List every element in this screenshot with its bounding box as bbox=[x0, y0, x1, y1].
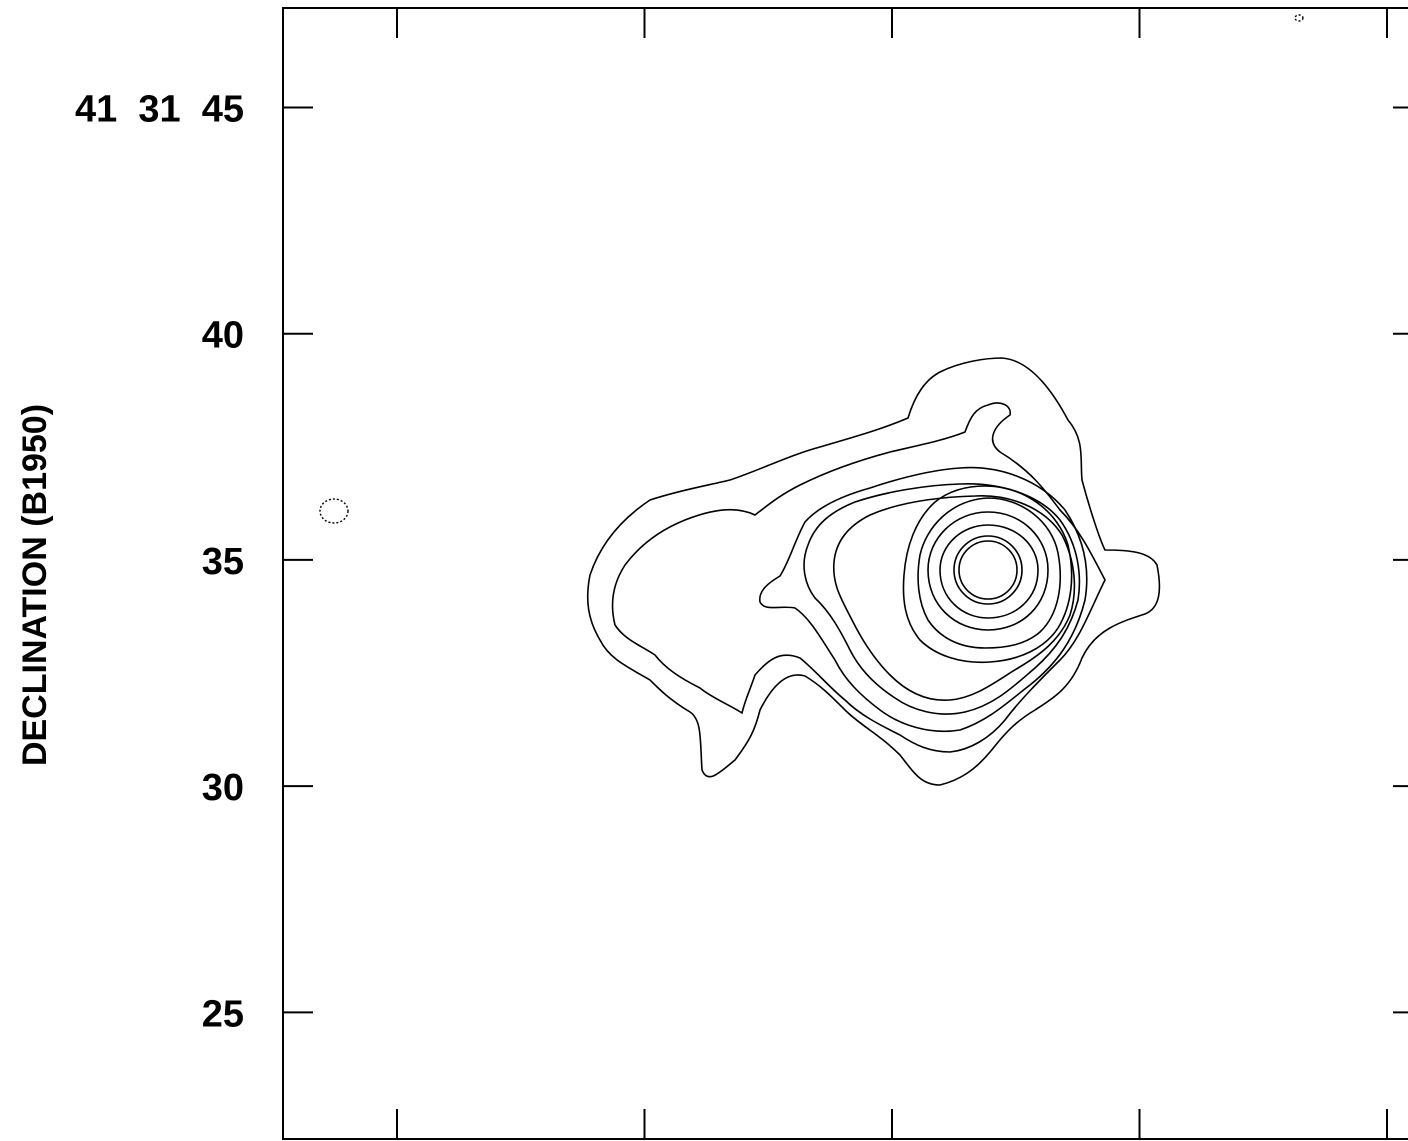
y-tick-label-4: 25 bbox=[202, 993, 244, 1035]
negative-contour-west bbox=[319, 498, 349, 524]
contour-level-10 bbox=[953, 535, 1023, 605]
contour-level-5 bbox=[832, 495, 1076, 701]
contour-level-7 bbox=[917, 497, 1061, 649]
plot-frame bbox=[282, 7, 1408, 1140]
contour-map bbox=[319, 14, 1304, 786]
y-tick-label-3: 30 bbox=[202, 767, 244, 809]
y-axis-title: DECLINATION (B1950) bbox=[16, 404, 54, 766]
contour-level-6 bbox=[902, 485, 1073, 664]
y-tick-label-2: 35 bbox=[202, 541, 244, 583]
contour-level-4 bbox=[803, 483, 1081, 715]
y-tick-label-0: 41 31 45 bbox=[75, 89, 244, 131]
contour-level-3 bbox=[759, 466, 1088, 733]
contour-level-1 bbox=[586, 357, 1161, 786]
x-axis bbox=[396, 8, 1388, 1139]
contour-level-2 bbox=[611, 402, 1106, 753]
contour-level-9 bbox=[939, 524, 1039, 619]
negative-contour-north bbox=[1294, 14, 1304, 22]
y-axis: 41 31 45 40 35 30 25 bbox=[75, 89, 1408, 1035]
y-tick-label-1: 40 bbox=[202, 315, 244, 357]
contour-level-8 bbox=[927, 511, 1049, 631]
contour-level-11 bbox=[958, 540, 1018, 600]
